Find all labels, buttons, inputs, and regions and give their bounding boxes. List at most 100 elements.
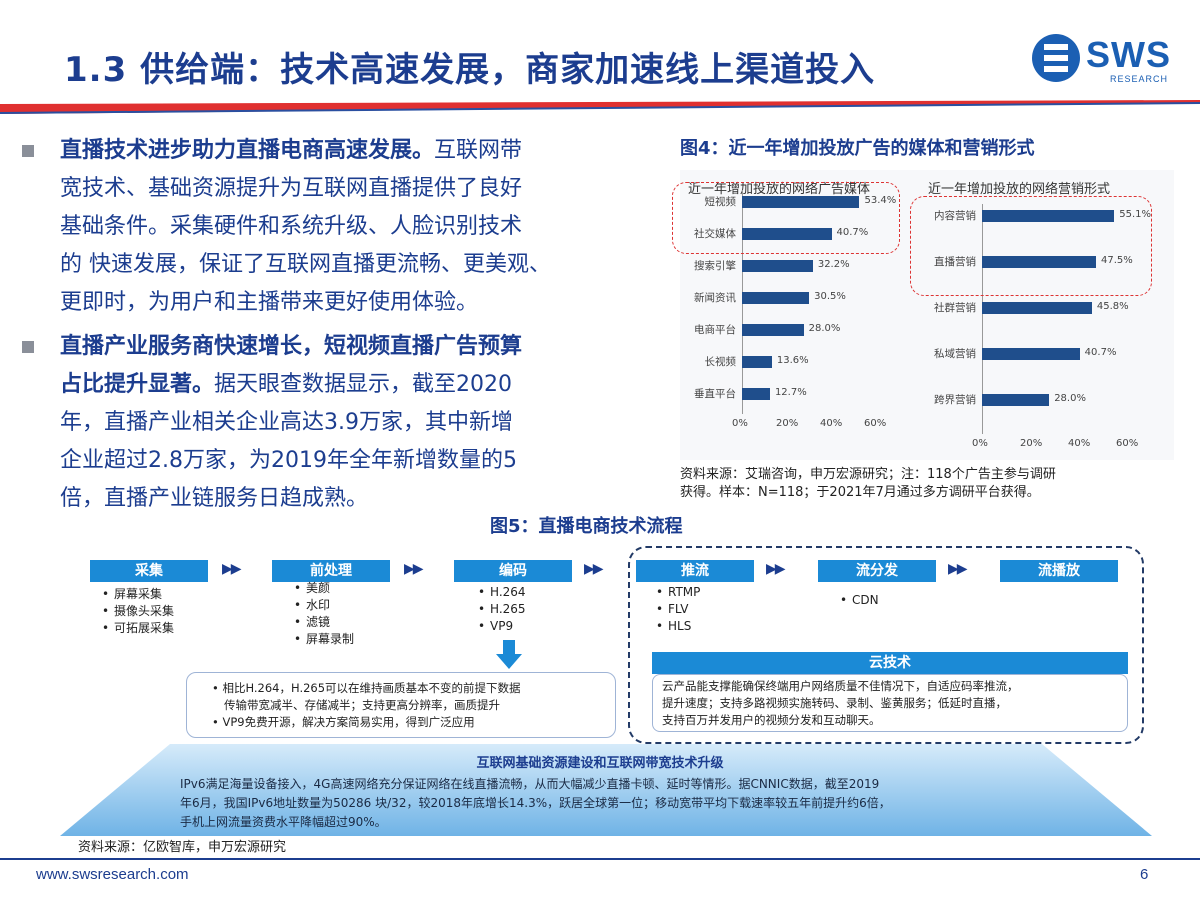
- stage-item: 屏幕录制: [294, 631, 354, 648]
- bullet-text: 年，直播产业相关企业高达3.9万家，其中新增: [60, 410, 513, 435]
- x-tick-label: 20%: [1020, 438, 1043, 449]
- bar-value-label: 47.5%: [1101, 255, 1133, 266]
- bullet-item: 直播产业服务商快速增长，短视频直播广告预算 占比提升显著。据天眼查数据显示，截至…: [18, 328, 648, 518]
- bar-category-label: 私域营销: [934, 348, 976, 360]
- chart-subtitle: 近一年增加投放的网络营销形式: [928, 182, 1111, 197]
- stage-encode: 编码: [454, 560, 572, 582]
- bar: [982, 210, 1115, 222]
- bar-category-label: 跨界营销: [934, 394, 976, 406]
- highlight-box: [672, 182, 900, 254]
- note-line: • VP9免费开源，解决方案简易实用，得到广泛应用: [212, 715, 475, 729]
- bullet-square-icon: [22, 341, 34, 353]
- flow-arrow-icon: ▶▶: [766, 561, 785, 577]
- stage-item: VP9: [478, 618, 513, 635]
- bar: [982, 394, 1050, 406]
- bar-category-label: 垂直平台: [694, 388, 736, 400]
- x-tick-label: 60%: [864, 418, 887, 429]
- header-divider: [0, 100, 1200, 114]
- stage-item: 水印: [294, 597, 330, 614]
- bullet-text: 的 快速发展，保证了互联网直播更流畅、更美观、: [60, 252, 551, 277]
- bar-value-label: 45.8%: [1096, 301, 1129, 312]
- cloud-line: 支持百万并发用户的视频分发和互动聊天。: [662, 713, 881, 727]
- bar: [742, 260, 813, 272]
- stage-item: CDN: [840, 592, 878, 609]
- note-line: 传输带宽减半、存储减半；支持更高分辨率，画质提升: [224, 698, 500, 712]
- flow-arrow-icon: ▶▶: [948, 561, 967, 577]
- page-title: 1.3 供给端：技术高速发展，商家加速线上渠道投入: [64, 50, 876, 90]
- stage-item: HLS: [656, 618, 691, 635]
- chart-axis: [982, 204, 983, 434]
- bar-value-label: 30.5%: [814, 291, 846, 302]
- bar-category-label: 电商平台: [694, 324, 736, 336]
- footer-divider: [0, 858, 1200, 860]
- x-tick-label: 40%: [820, 418, 843, 429]
- bullet-bold-text: 直播技术进步助力直播电商高速发展。: [60, 138, 435, 163]
- bullet-text: 倍，直播产业链服务日趋成熟。: [60, 486, 369, 511]
- bar-category-label: 社交媒体: [694, 228, 736, 240]
- sws-logo-icon: [1032, 34, 1080, 82]
- figure-4-title: 图4：近一年增加投放广告的媒体和营销形式: [680, 138, 1035, 159]
- flow-arrow-icon: ▶▶: [222, 561, 241, 577]
- stage-item: FLV: [656, 601, 689, 618]
- x-tick-label: 60%: [1116, 438, 1139, 449]
- bar-category-label: 新闻资讯: [694, 292, 736, 304]
- stage-item: 美颜: [294, 580, 330, 597]
- x-tick-label: 40%: [1068, 438, 1091, 449]
- bar: [982, 348, 1080, 360]
- stage-push: 推流: [636, 560, 754, 582]
- figure-5-source: 资料来源：亿欧智库，申万宏源研究: [78, 840, 287, 855]
- stage-item: H.264: [478, 584, 525, 601]
- bar-category-label: 直播营销: [934, 256, 976, 268]
- source-line: 获得。样本：N=118；于2021年7月通过多方调研平台获得。: [680, 485, 1040, 500]
- logo-subtext: RESEARCH: [1110, 74, 1169, 84]
- bullet-text: 基础条件。采集硬件和系统升级、人脸识别技术: [60, 214, 523, 239]
- bar-category-label: 搜索引擎: [694, 260, 736, 272]
- note-line: • 相比H.264，H.265可以在维持画质基本不变的前提下数据: [212, 681, 521, 695]
- bar-value-label: 55.1%: [1119, 209, 1152, 220]
- stage-item: H.265: [478, 601, 525, 618]
- bar-category-label: 短视频: [704, 196, 737, 208]
- figure-4-source: 资料来源：艾瑞咨询，申万宏源研究；注：118个广告主参与调研 获得。样本：N=1…: [680, 466, 1170, 502]
- bar-value-label: 32.2%: [817, 259, 850, 270]
- highlight-box: [910, 196, 1152, 296]
- cloud-line: 云产品能支撑能确保终端用户网络质量不佳情况下，自适应码率推流，: [662, 679, 1019, 693]
- down-arrow-icon: [496, 640, 522, 669]
- bar-category-label: 内容营销: [934, 210, 976, 222]
- footer-url[interactable]: www.swsresearch.com: [36, 866, 189, 883]
- bullet-text: 企业超过2.8万家，为2019年全年新增数量的5: [60, 448, 517, 473]
- bullet-bold-text: 直播产业服务商快速增长，短视频直播广告预算: [60, 334, 523, 359]
- stage-preprocess: 前处理: [272, 560, 390, 582]
- bullet-text: 宽技术、基础资源提升为互联网直播提供了良好: [60, 176, 523, 201]
- infrastructure-banner: [60, 744, 1152, 836]
- bar: [982, 302, 1092, 314]
- bar-value-label: 28.0%: [808, 323, 841, 334]
- bullet-list: 直播技术进步助力直播电商高速发展。互联网带 宽技术、基础资源提升为互联网直播提供…: [18, 132, 648, 524]
- logo-text: SWS: [1086, 34, 1172, 75]
- flow-arrow-icon: ▶▶: [404, 561, 423, 577]
- bar: [742, 324, 804, 336]
- stage-item: RTMP: [656, 584, 701, 601]
- banner-line: 年6月，我国IPv6地址数量为50286 块/32，较2018年底增长14.3%…: [180, 796, 891, 810]
- bullet-text: 更即时，为用户和主播带来更好使用体验。: [60, 290, 479, 315]
- bar-value-label: 28.0%: [1054, 393, 1086, 404]
- bar: [742, 388, 770, 400]
- encoding-note-box: [186, 672, 616, 738]
- bar: [742, 356, 772, 368]
- bullet-item: 直播技术进步助力直播电商高速发展。互联网带 宽技术、基础资源提升为互联网直播提供…: [18, 132, 648, 322]
- bullet-text: 据天眼查数据显示，截至2020: [214, 372, 513, 397]
- bullet-bold-text: 占比提升显著。: [60, 372, 215, 397]
- x-tick-label: 0%: [972, 438, 988, 449]
- stage-capture: 采集: [90, 560, 208, 582]
- flow-arrow-icon: ▶▶: [584, 561, 603, 577]
- bullet-square-icon: [22, 145, 34, 157]
- cloud-dashed-group: [628, 546, 1144, 744]
- x-tick-label: 0%: [732, 418, 748, 429]
- banner-line: 手机上网流量资费水平降幅超过90%。: [180, 815, 387, 829]
- x-tick-label: 20%: [776, 418, 799, 429]
- bar-value-label: 40.7%: [836, 227, 869, 238]
- bar-value-label: 12.7%: [774, 387, 807, 398]
- bar-category-label: 长视频: [704, 356, 737, 368]
- bar: [742, 196, 860, 208]
- banner-title: 互联网基础资源建设和互联网带宽技术升级: [476, 756, 724, 771]
- bar-value-label: 40.7%: [1084, 347, 1117, 358]
